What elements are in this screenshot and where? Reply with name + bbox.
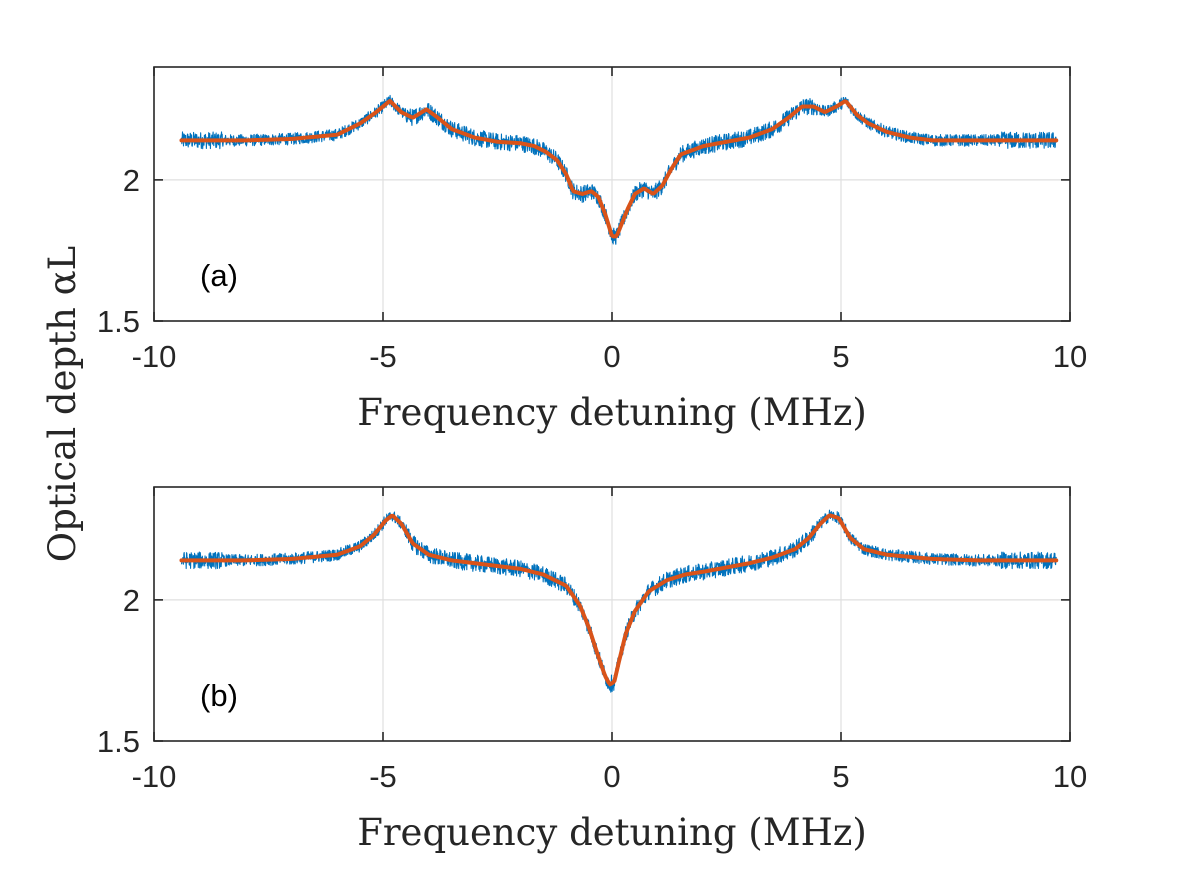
- panel-a-x-tick-label-4: 10: [1053, 339, 1087, 374]
- panel-b-x-tick-label-2: 0: [603, 759, 620, 794]
- panel-b-x-tick-label-4: 10: [1053, 759, 1087, 794]
- panel-a-label: (a): [200, 258, 238, 293]
- panel-b-x-tick-label-0: -10: [132, 759, 177, 794]
- panel-a-series: [179, 94, 1059, 245]
- panel-b: -10 -5 0 5 10 1.5 2 (b) Frequency detuning (MH…: [97, 486, 1087, 854]
- panel-b-x-tick-label-3: 5: [832, 759, 849, 794]
- panel-a-x-tick-label-2: 0: [603, 339, 620, 374]
- panel-b-x-tick-label-1: -5: [369, 759, 397, 794]
- panel-a-y-tick-label-0: 1.5: [97, 304, 140, 339]
- panel-b-series-fit: [179, 513, 1059, 687]
- panel-a-y-tick-label-1: 2: [123, 163, 140, 198]
- panel-b-y-tick-label-1: 2: [123, 583, 140, 618]
- panel-a-x-axis-label: Frequency detuning (MHz): [357, 391, 867, 434]
- panel-b-series: [179, 509, 1059, 693]
- panel-a-ticks: -10 -5 0 5 10 1.5 2: [97, 67, 1087, 374]
- panel-b-x-axis-label: Frequency detuning (MHz): [357, 811, 867, 854]
- panel-a-series-fit: [179, 98, 1059, 239]
- panel-b-y-tick-label-0: 1.5: [97, 724, 140, 759]
- panel-a-x-tick-label-3: 5: [832, 339, 849, 374]
- panel-a-x-tick-label-0: -10: [132, 339, 177, 374]
- panel-b-ticks: -10 -5 0 5 10 1.5 2: [97, 487, 1087, 794]
- panel-a: -10 -5 0 5 10 1.5 2 (a) Frequency detuning (MH…: [97, 66, 1087, 434]
- panel-b-grid: [154, 487, 1070, 741]
- panel-a-x-tick-label-1: -5: [369, 339, 397, 374]
- panel-b-label: (b): [200, 678, 238, 713]
- shared-y-axis-label: Optical depth αL: [41, 246, 84, 562]
